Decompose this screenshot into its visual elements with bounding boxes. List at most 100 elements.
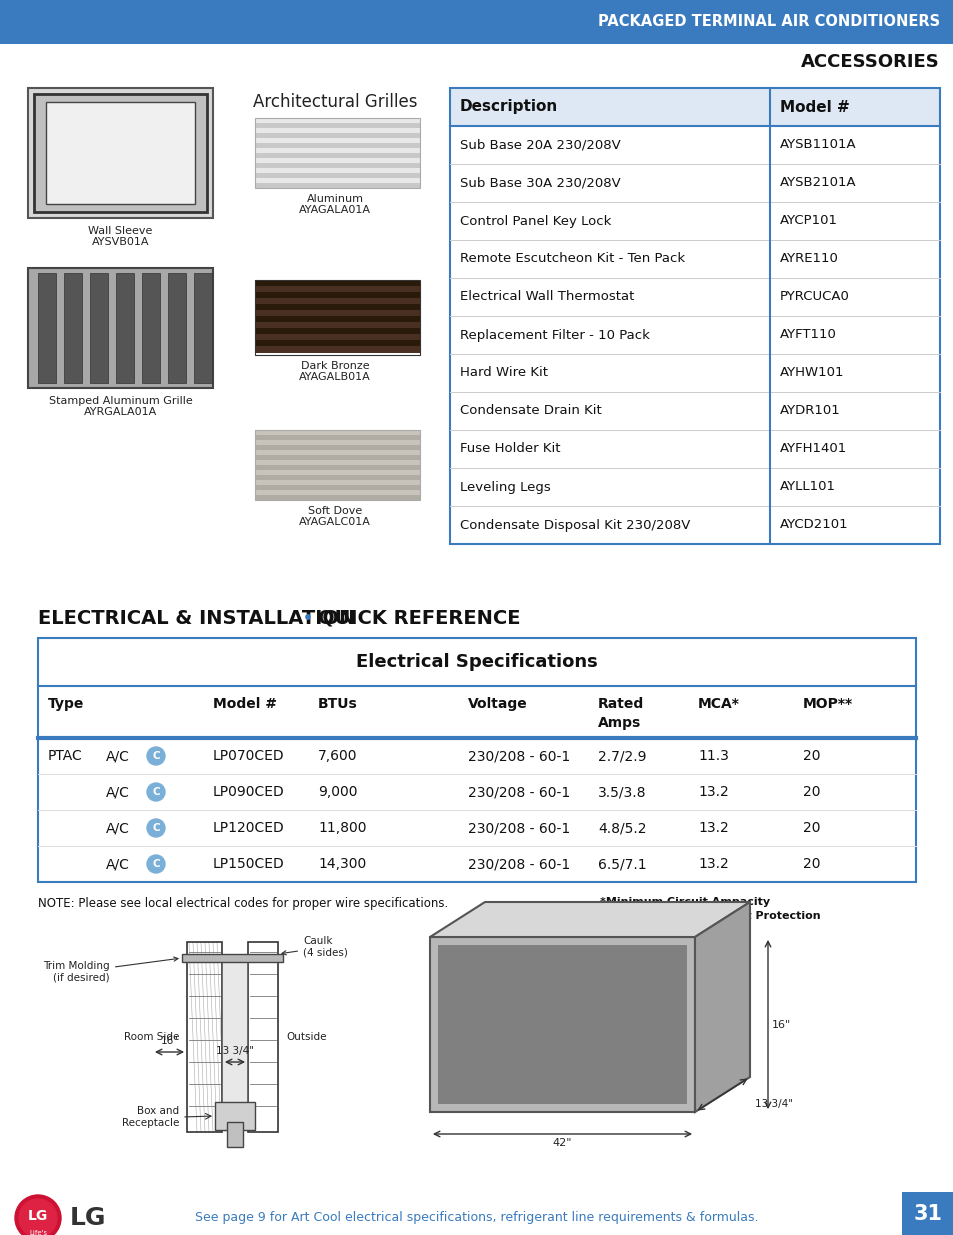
Text: **Maximum Overcurrent Protection: **Maximum Overcurrent Protection bbox=[599, 911, 820, 921]
Text: C: C bbox=[152, 787, 160, 797]
Bar bbox=[254, 163, 419, 168]
Bar bbox=[187, 942, 222, 1132]
Text: Model #: Model # bbox=[780, 100, 849, 115]
Bar bbox=[254, 304, 419, 311]
Text: 14,300: 14,300 bbox=[317, 857, 366, 871]
Text: 13.2: 13.2 bbox=[698, 785, 728, 799]
Text: 2.7/2.9: 2.7/2.9 bbox=[598, 748, 646, 763]
Text: AYLL101: AYLL101 bbox=[780, 480, 835, 494]
Text: 16": 16" bbox=[161, 1036, 179, 1046]
Text: LP150CED: LP150CED bbox=[213, 857, 284, 871]
Bar bbox=[437, 945, 686, 1104]
Bar bbox=[254, 333, 419, 341]
Bar bbox=[254, 124, 419, 128]
Bar bbox=[254, 430, 419, 500]
Bar bbox=[254, 178, 419, 183]
Text: PTAC: PTAC bbox=[48, 748, 83, 763]
Text: A/C: A/C bbox=[106, 748, 130, 763]
Text: C: C bbox=[152, 860, 160, 869]
Text: A/C: A/C bbox=[106, 857, 130, 871]
Bar bbox=[254, 173, 419, 178]
Bar bbox=[254, 148, 419, 153]
Text: Box and
Receptacle: Box and Receptacle bbox=[121, 1107, 179, 1128]
Circle shape bbox=[147, 855, 165, 873]
Text: AYAGALB01A: AYAGALB01A bbox=[299, 372, 371, 382]
Text: 230/208 - 60-1: 230/208 - 60-1 bbox=[468, 857, 570, 871]
Text: 20: 20 bbox=[802, 785, 820, 799]
Text: AYFH1401: AYFH1401 bbox=[780, 442, 846, 456]
Text: Condensate Drain Kit: Condensate Drain Kit bbox=[459, 405, 601, 417]
Bar bbox=[193, 273, 212, 383]
Text: 20: 20 bbox=[802, 857, 820, 871]
Text: 6.5/7.1: 6.5/7.1 bbox=[598, 857, 646, 871]
Bar bbox=[248, 942, 277, 1132]
Bar bbox=[254, 459, 419, 466]
Circle shape bbox=[147, 783, 165, 802]
Text: AYRE110: AYRE110 bbox=[780, 252, 838, 266]
Text: 230/208 - 60-1: 230/208 - 60-1 bbox=[468, 821, 570, 835]
Bar bbox=[254, 471, 419, 475]
Text: 4.8/5.2: 4.8/5.2 bbox=[598, 821, 646, 835]
Text: LG: LG bbox=[28, 1209, 48, 1223]
Text: 31: 31 bbox=[913, 1204, 942, 1224]
Polygon shape bbox=[695, 902, 749, 1112]
Text: LG: LG bbox=[70, 1207, 107, 1230]
Bar bbox=[254, 316, 419, 324]
Text: Remote Escutcheon Kit - Ten Pack: Remote Escutcheon Kit - Ten Pack bbox=[459, 252, 684, 266]
Circle shape bbox=[15, 1195, 61, 1235]
Bar bbox=[254, 280, 419, 287]
Text: 11,800: 11,800 bbox=[317, 821, 366, 835]
Text: NOTE: Please see local electrical codes for proper wire specifications.: NOTE: Please see local electrical codes … bbox=[38, 897, 448, 910]
Bar bbox=[254, 329, 419, 335]
Bar bbox=[254, 450, 419, 456]
Bar bbox=[227, 1123, 243, 1147]
Text: AYSVB01A: AYSVB01A bbox=[91, 237, 149, 247]
Text: Outside: Outside bbox=[286, 1032, 326, 1042]
Text: Voltage: Voltage bbox=[468, 698, 527, 711]
Text: *Minimum Circuit Ampacity: *Minimum Circuit Ampacity bbox=[599, 897, 769, 906]
Bar bbox=[28, 268, 213, 388]
Bar bbox=[0, 0, 953, 44]
Text: AYSB1101A: AYSB1101A bbox=[780, 138, 856, 152]
Text: 230/208 - 60-1: 230/208 - 60-1 bbox=[468, 785, 570, 799]
Text: Room Side: Room Side bbox=[124, 1032, 179, 1042]
Text: Soft Dove: Soft Dove bbox=[308, 506, 362, 516]
Text: PYRCUCA0: PYRCUCA0 bbox=[780, 290, 849, 304]
Bar bbox=[430, 937, 695, 1112]
Bar bbox=[116, 273, 133, 383]
Text: 3.5/3.8: 3.5/3.8 bbox=[598, 785, 646, 799]
Text: Hard Wire Kit: Hard Wire Kit bbox=[459, 367, 547, 379]
Text: Control Panel Key Lock: Control Panel Key Lock bbox=[459, 215, 611, 227]
Bar bbox=[450, 88, 939, 126]
Text: 13.2: 13.2 bbox=[698, 821, 728, 835]
Text: 7,600: 7,600 bbox=[317, 748, 357, 763]
Text: Electrical Specifications: Electrical Specifications bbox=[355, 653, 598, 671]
Bar bbox=[46, 103, 194, 204]
Text: AYFT110: AYFT110 bbox=[780, 329, 836, 342]
Bar bbox=[254, 340, 419, 347]
Text: Caulk
(4 sides): Caulk (4 sides) bbox=[282, 936, 348, 958]
Bar bbox=[254, 291, 419, 299]
Text: A/C: A/C bbox=[106, 785, 130, 799]
Text: BTUs: BTUs bbox=[317, 698, 357, 711]
Text: QUICK REFERENCE: QUICK REFERENCE bbox=[317, 609, 520, 627]
Bar bbox=[254, 310, 419, 317]
Bar bbox=[254, 430, 419, 436]
Circle shape bbox=[19, 1199, 57, 1235]
Text: 13.2: 13.2 bbox=[698, 857, 728, 871]
Text: Sub Base 20A 230/208V: Sub Base 20A 230/208V bbox=[459, 138, 620, 152]
Bar bbox=[254, 475, 419, 480]
Bar bbox=[64, 273, 82, 383]
Bar bbox=[254, 119, 419, 188]
Bar bbox=[254, 454, 419, 461]
Text: MOP**: MOP** bbox=[802, 698, 852, 711]
Text: Trim Molding
(if desired): Trim Molding (if desired) bbox=[43, 957, 178, 983]
Bar bbox=[254, 480, 419, 487]
Bar bbox=[222, 957, 248, 1116]
Text: 9,000: 9,000 bbox=[317, 785, 357, 799]
Bar bbox=[90, 273, 108, 383]
Bar bbox=[254, 183, 419, 188]
Text: Electrical Wall Thermostat: Electrical Wall Thermostat bbox=[459, 290, 634, 304]
Text: C: C bbox=[152, 751, 160, 761]
Bar bbox=[38, 273, 56, 383]
